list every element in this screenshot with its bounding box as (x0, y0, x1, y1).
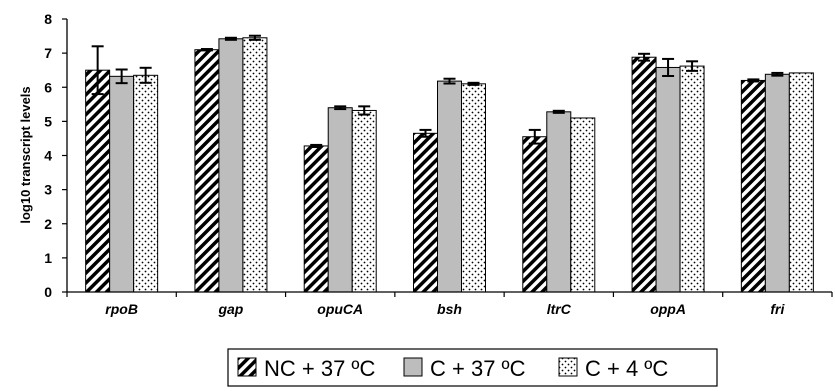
bar-ltrc-c-37-c (546, 111, 572, 293)
bar-rpob-c-37-c (109, 75, 135, 293)
y-tick-label: 3 (44, 182, 52, 198)
bar-gap-nc-37-c (194, 49, 220, 293)
bar-oppa-nc-37-c (631, 56, 657, 293)
x-categories-group: rpoB gap opuCA bsh ltrC oppA fri (66, 292, 833, 317)
x-category-label: gap (217, 301, 243, 317)
y-tick-label: 0 (44, 284, 52, 300)
x-category-label: oppA (650, 301, 686, 317)
y-tick-label: 4 (44, 148, 52, 164)
y-tick-label: 2 (44, 216, 52, 232)
y-axis-label: log10 transcript levels (18, 86, 33, 223)
bar-gap-c-37-c (218, 38, 244, 293)
bar-rpob-c-4-c (133, 74, 159, 293)
y-tick-label: 6 (44, 79, 52, 95)
x-category-label: opuCA (317, 301, 363, 317)
y-tick-label: 8 (44, 11, 52, 27)
bar-bsh-nc-37-c (413, 132, 438, 293)
bar-gap-c-4-c (242, 37, 268, 293)
bar-fri-nc-37-c (740, 79, 766, 293)
bar-bsh-c-4-c (461, 83, 486, 293)
bar-opuca-c-4-c (351, 109, 377, 293)
legend-swatch-c-4 (558, 357, 578, 377)
bar-ltrc-nc-37-c (522, 136, 548, 293)
legend-swatch-c-37 (403, 357, 423, 377)
bars-group (85, 37, 814, 293)
bar-oppa-c-37-c (655, 66, 681, 293)
error-bars-group (91, 34, 784, 148)
x-category-label: bsh (437, 301, 462, 317)
bar-opuca-c-37-c (327, 107, 353, 293)
y-tick-label: 7 (44, 45, 52, 61)
bar-fri-c-4-c (788, 72, 814, 293)
bar-fri-c-37-c (764, 73, 790, 293)
bar-oppa-c-4-c (679, 65, 705, 293)
legend-label-c-4: C + 4 ºC (585, 356, 668, 381)
x-category-label: rpoB (105, 301, 138, 317)
legend-border (227, 348, 718, 387)
x-category-label: ltrC (547, 301, 572, 317)
bar-rpob-nc-37-c (85, 69, 111, 293)
y-tick-label: 1 (44, 250, 52, 266)
x-category-label: fri (770, 301, 785, 317)
bar-ltrc-c-4-c (570, 117, 596, 293)
legend-swatch-nc-37 (237, 357, 257, 377)
legend-label-c-37: C + 37 ºC (430, 356, 526, 381)
legend-label-nc-37: NC + 37 ºC (264, 356, 375, 381)
bar-bsh-c-37-c (437, 80, 462, 293)
y-ticks-group: 0 1 2 3 4 5 6 7 8 (44, 11, 67, 300)
y-tick-label: 5 (44, 113, 52, 129)
legend: NC + 37 ºC C + 37 ºC C + 4 ºC (227, 348, 718, 387)
bar-opuca-nc-37-c (303, 145, 329, 293)
